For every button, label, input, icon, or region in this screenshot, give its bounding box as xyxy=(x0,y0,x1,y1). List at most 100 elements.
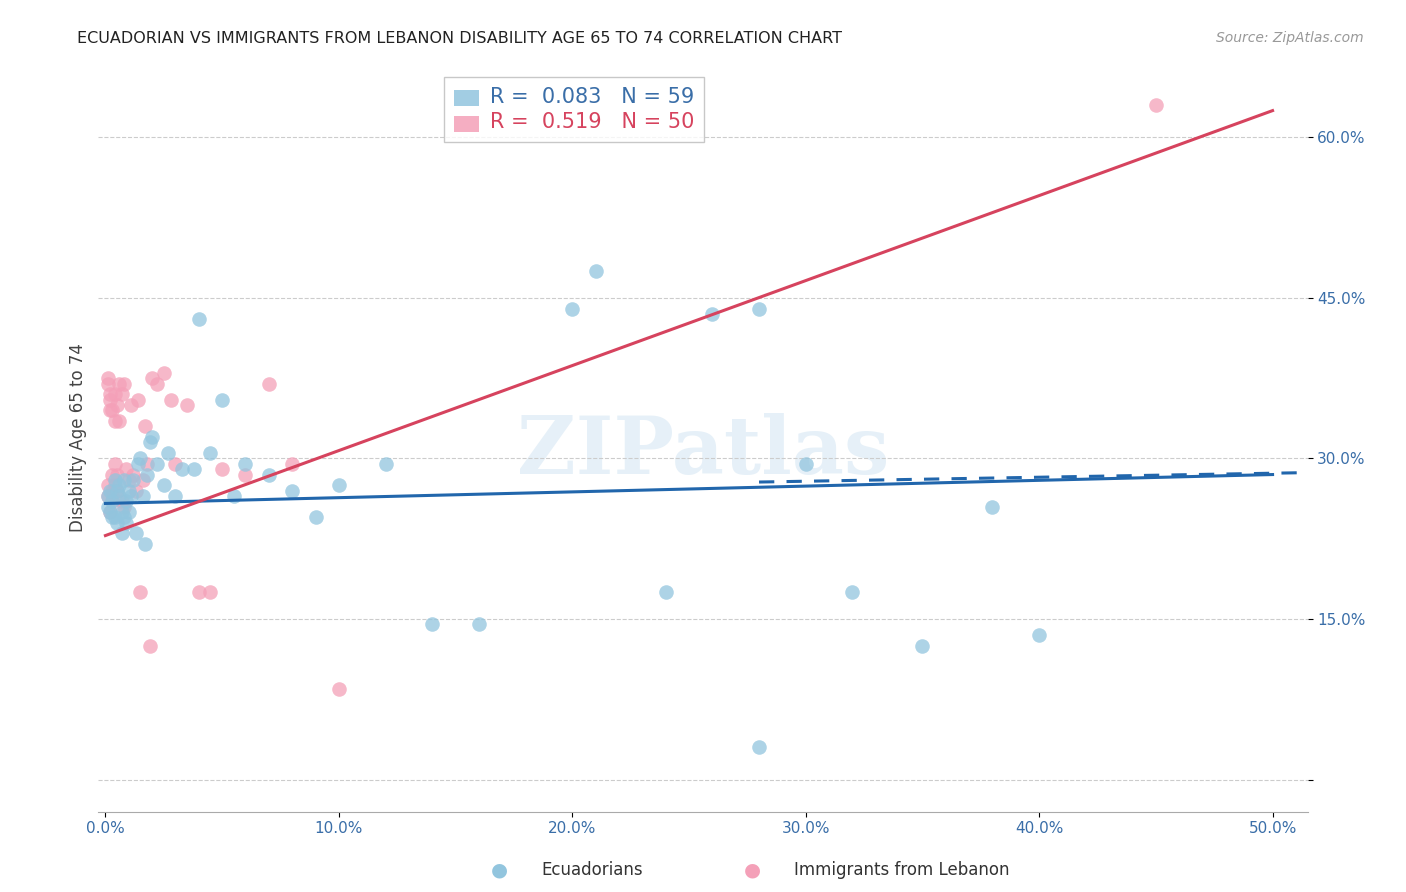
Point xyxy=(139,435,162,450)
Point xyxy=(183,462,205,476)
Point xyxy=(112,473,135,487)
Point xyxy=(108,489,131,503)
Y-axis label: Disability Age 65 to 74: Disability Age 65 to 74 xyxy=(69,343,87,532)
Point xyxy=(101,483,124,498)
Point xyxy=(152,478,174,492)
Point xyxy=(141,430,163,444)
Point xyxy=(101,467,124,482)
Point xyxy=(136,467,159,482)
Point xyxy=(105,516,128,530)
Point xyxy=(146,457,169,471)
Point xyxy=(1028,628,1050,642)
Point xyxy=(104,457,127,471)
Point xyxy=(111,494,134,508)
Point xyxy=(104,387,127,401)
Point xyxy=(97,371,120,385)
Point xyxy=(105,483,128,498)
Point xyxy=(118,473,141,487)
Point xyxy=(122,467,145,482)
Point xyxy=(108,478,131,492)
Point xyxy=(374,457,396,471)
Point xyxy=(98,483,121,498)
Point xyxy=(159,392,181,407)
Point xyxy=(127,457,149,471)
Point xyxy=(172,462,194,476)
Point xyxy=(97,376,120,391)
Point xyxy=(118,505,141,519)
Point xyxy=(981,500,1004,514)
Point xyxy=(122,473,145,487)
Point xyxy=(132,489,155,503)
Point xyxy=(105,398,128,412)
Point xyxy=(468,617,491,632)
Point xyxy=(98,505,121,519)
Point xyxy=(129,585,152,599)
Point xyxy=(105,467,128,482)
Point xyxy=(748,301,770,316)
Point xyxy=(841,585,863,599)
Point xyxy=(257,467,280,482)
Point xyxy=(654,585,676,599)
Point xyxy=(98,392,121,407)
Point xyxy=(328,681,350,696)
Text: Source: ZipAtlas.com: Source: ZipAtlas.com xyxy=(1216,31,1364,45)
Point xyxy=(281,457,304,471)
Point xyxy=(702,307,724,321)
Point xyxy=(794,457,817,471)
Point xyxy=(115,516,138,530)
Text: ECUADORIAN VS IMMIGRANTS FROM LEBANON DISABILITY AGE 65 TO 74 CORRELATION CHART: ECUADORIAN VS IMMIGRANTS FROM LEBANON DI… xyxy=(77,31,842,46)
Point xyxy=(112,376,135,391)
Point xyxy=(165,489,187,503)
Point xyxy=(120,489,142,503)
Point xyxy=(98,387,121,401)
Point xyxy=(105,483,128,498)
Point xyxy=(97,500,120,514)
Point xyxy=(115,462,138,476)
Point xyxy=(748,740,770,755)
Point xyxy=(176,398,198,412)
Point xyxy=(112,500,135,514)
Point xyxy=(281,483,304,498)
Point xyxy=(222,489,245,503)
Point xyxy=(211,462,233,476)
Point xyxy=(134,537,156,551)
Point xyxy=(129,451,152,466)
Point xyxy=(101,494,124,508)
Point xyxy=(211,392,233,407)
Point xyxy=(200,585,222,599)
Point xyxy=(97,478,120,492)
Point xyxy=(235,467,257,482)
Point xyxy=(561,301,583,316)
Point xyxy=(111,387,134,401)
Point xyxy=(911,639,934,653)
Point xyxy=(101,510,124,524)
Point xyxy=(118,483,141,498)
Point xyxy=(98,403,121,417)
Point xyxy=(108,414,131,428)
Point xyxy=(187,585,209,599)
Point xyxy=(104,414,127,428)
Point xyxy=(97,489,120,503)
Point xyxy=(304,510,326,524)
Point xyxy=(200,446,222,460)
Point xyxy=(101,403,124,417)
Point xyxy=(328,478,350,492)
Point xyxy=(125,526,148,541)
Point xyxy=(104,478,127,492)
Point xyxy=(146,376,169,391)
Point xyxy=(98,505,121,519)
Point xyxy=(104,473,127,487)
Text: Ecuadorians: Ecuadorians xyxy=(541,861,643,879)
Text: ●: ● xyxy=(744,860,761,880)
Text: ZIPatlas: ZIPatlas xyxy=(517,413,889,491)
Point xyxy=(139,639,162,653)
Text: Immigrants from Lebanon: Immigrants from Lebanon xyxy=(794,861,1010,879)
Point xyxy=(127,392,149,407)
Point xyxy=(97,489,120,503)
Point xyxy=(132,473,155,487)
Text: ●: ● xyxy=(491,860,508,880)
Point xyxy=(120,398,142,412)
Point xyxy=(420,617,443,632)
Point xyxy=(235,457,257,471)
Point xyxy=(115,494,138,508)
